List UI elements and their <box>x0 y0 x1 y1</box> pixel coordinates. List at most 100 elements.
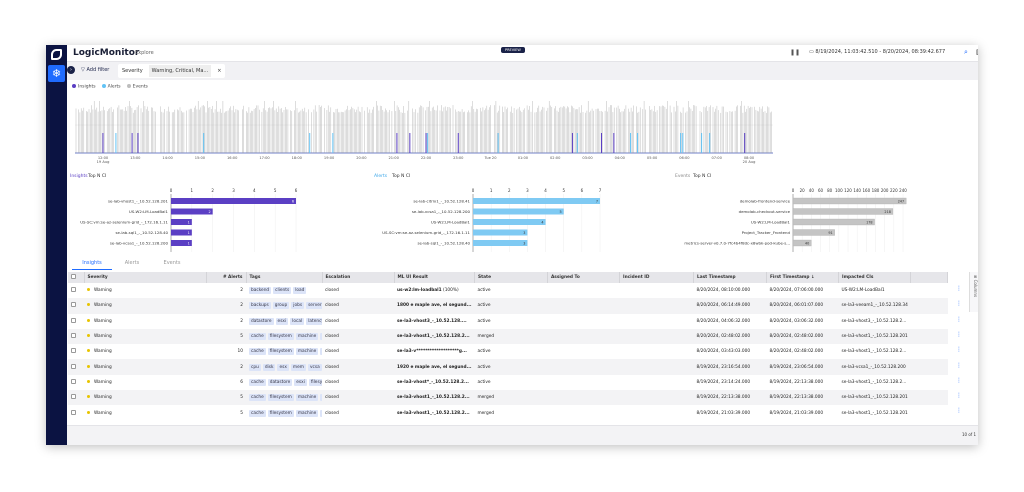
row-select[interactable] <box>68 328 84 345</box>
row-checkbox[interactable] <box>71 317 76 323</box>
alerts-bar[interactable] <box>473 198 600 204</box>
impacted-ci-cell[interactable]: se-la3-vhost1_-_10.52.128.2... <box>841 349 907 355</box>
col-assigned-to[interactable]: Assigned To <box>547 272 620 283</box>
tag-chip[interactable]: filesystem <box>267 348 294 356</box>
impacted-ci-cell[interactable]: se-la3-vhost1_-_10.52.128.201 <box>838 390 911 406</box>
row-checkbox[interactable] <box>71 348 76 354</box>
tag-chip[interactable]: load <box>293 287 307 295</box>
table-row[interactable]: Warning 10 cachefilesystemmachineu close… <box>68 344 948 359</box>
row-actions-icon[interactable]: ⋮ <box>956 285 962 292</box>
row-checkbox[interactable] <box>71 394 76 400</box>
brand-logo[interactable]: LogicMonitor <box>73 48 140 58</box>
alerts-bar[interactable] <box>473 219 546 225</box>
impacted-ci-cell[interactable]: se-la3-vhost1_-_10.52.128.201 <box>841 410 908 416</box>
row-select[interactable] <box>68 344 84 359</box>
col-last-timestamp[interactable]: Last Timestamp <box>693 272 767 283</box>
events-bar[interactable] <box>792 197 907 205</box>
table-row[interactable]: Warning 2 datastoreesxilocallatency clos… <box>68 314 948 329</box>
tag-chip[interactable]: backend <box>249 287 272 295</box>
tag-chip[interactable]: local <box>290 317 305 325</box>
tag-chip[interactable]: group <box>272 302 290 310</box>
tag-chip[interactable]: filesys <box>308 378 322 386</box>
tag-chip[interactable]: latency <box>306 317 322 325</box>
severity-filter-chip[interactable]: Severity Warning, Critical, Ma... × <box>118 64 226 78</box>
layout-icon[interactable]: ▥ <box>976 48 978 56</box>
table-row[interactable]: Warning 2 backend clients load closed us-w… <box>68 283 948 298</box>
explore-nav-icon[interactable]: ❄ <box>48 65 65 82</box>
table-row[interactable]: Warning 2 cpu disk esx mem vcsa closed 1920 … <box>68 359 948 375</box>
impacted-ci-cell[interactable]: se-la3-vhost1_-_10.52.128.2... <box>841 379 907 385</box>
col-alerts[interactable]: # Alerts <box>206 272 247 283</box>
tag-chip[interactable]: u <box>320 333 322 341</box>
legend-item-insights[interactable]: Insights <box>72 84 96 90</box>
tab-events[interactable]: Events <box>163 260 181 266</box>
alerts-bar[interactable] <box>473 240 528 246</box>
tag-chip[interactable]: u <box>320 348 322 356</box>
tag-chip[interactable]: cache <box>249 409 266 417</box>
row-checkbox[interactable] <box>71 378 76 384</box>
tag-chip[interactable]: machine <box>295 409 319 417</box>
date-range-picker[interactable]: ▭ 8/19/2024, 11:03:42.510 - 8/20/2024, 0… <box>809 49 945 55</box>
row-actions-icon[interactable]: ⋮ <box>956 330 962 338</box>
row-select[interactable] <box>68 359 84 375</box>
row-actions-icon[interactable]: ⋮ <box>956 315 962 323</box>
tag-chip[interactable]: disk <box>262 363 276 371</box>
alerts-bar[interactable] <box>473 229 528 236</box>
row-actions-icon[interactable]: ⋮ <box>956 346 962 354</box>
tag-chip[interactable]: esx <box>277 363 289 371</box>
tag-chip[interactable]: clients <box>273 287 292 295</box>
columns-panel-toggle[interactable]: ⊞ Columns <box>969 272 978 312</box>
row-checkbox[interactable] <box>71 363 76 369</box>
col-incident-id[interactable]: Incident ID <box>619 272 694 283</box>
tag-chip[interactable]: u <box>320 409 322 417</box>
impacted-ci-cell[interactable]: se-la3-vcsa1_-_10.52.128.200 <box>838 359 911 375</box>
col-first-timestamp[interactable]: First Timestamp ↓ <box>766 272 839 283</box>
col-impacted-cis[interactable]: Impacted CIs <box>838 272 912 283</box>
col-tags[interactable]: Tags <box>246 272 323 283</box>
tag-chip[interactable]: machine <box>295 333 319 341</box>
row-actions-icon[interactable]: ⋮ <box>956 407 962 415</box>
search-icon[interactable]: ⌕ <box>964 48 968 56</box>
row-select[interactable] <box>68 298 84 314</box>
tag-chip[interactable]: mem <box>290 363 306 371</box>
tag-chip[interactable]: cache <box>249 378 266 386</box>
row-actions-icon[interactable]: ⋮ <box>956 361 962 369</box>
select-all-header[interactable] <box>68 272 85 283</box>
tag-chip[interactable]: u <box>320 394 322 402</box>
tag-chip[interactable]: cpu <box>249 363 261 371</box>
expand-panel-button[interactable]: › <box>67 66 75 74</box>
tag-chip[interactable]: datastore <box>267 378 293 386</box>
pause-icon[interactable]: ❚❚ <box>790 49 801 56</box>
events-bar[interactable] <box>792 239 812 247</box>
table-row[interactable]: Warning 5 cachefilesystemmachineu closed… <box>68 328 948 345</box>
legend-item-events[interactable]: Events <box>126 84 148 90</box>
events-bar[interactable] <box>792 218 875 226</box>
select-all-checkbox[interactable] <box>71 274 76 279</box>
insights-bar[interactable] <box>171 229 192 236</box>
impacted-ci-cell[interactable]: se-la3-vhost3_-_10.52.128.2... <box>841 318 907 324</box>
tag-chip[interactable]: cache <box>249 394 266 402</box>
tag-chip[interactable]: filesystem <box>267 409 294 417</box>
row-select[interactable] <box>68 375 84 390</box>
tag-chip[interactable]: filesystem <box>267 394 294 402</box>
insights-bar[interactable] <box>171 240 192 246</box>
row-select[interactable] <box>68 314 84 329</box>
row-select[interactable] <box>68 405 84 420</box>
tag-chip[interactable]: esxi <box>294 378 307 386</box>
row-actions-icon[interactable]: ⋮ <box>956 392 962 400</box>
row-checkbox[interactable] <box>71 287 76 293</box>
table-row[interactable]: Warning 6 cachedatastoreesxifilesys clos… <box>68 375 948 390</box>
col-ml-result[interactable]: ML UI Result <box>394 272 475 283</box>
tag-chip[interactable]: server <box>306 302 322 310</box>
tag-chip[interactable]: machine <box>295 348 319 356</box>
col-escalation[interactable]: Escalation <box>322 272 395 283</box>
row-select[interactable] <box>68 283 84 298</box>
tab-insights[interactable]: Insights <box>72 260 112 270</box>
table-row[interactable]: Warning 5 cachefilesystemmachineu closed… <box>68 405 948 420</box>
insights-bar[interactable] <box>171 198 296 204</box>
tab-alerts[interactable]: Alerts <box>124 260 140 266</box>
tag-chip[interactable]: machine <box>295 394 319 402</box>
tag-chip[interactable]: jobs <box>291 302 305 310</box>
events-bar[interactable] <box>792 229 835 236</box>
tag-chip[interactable]: vcsa <box>307 363 322 371</box>
